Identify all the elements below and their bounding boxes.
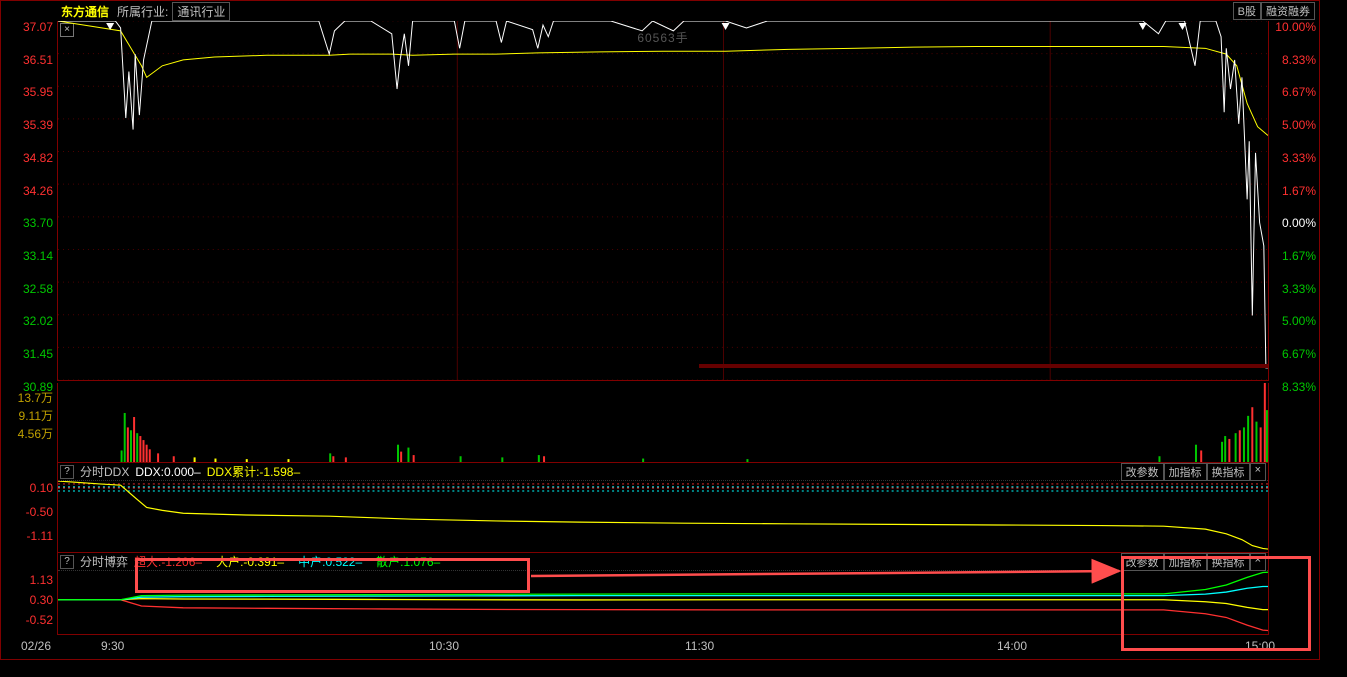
volume-chart[interactable] <box>57 383 1269 463</box>
ddx-title: 分时DDX <box>80 463 129 480</box>
boyi-close-icon[interactable]: × <box>1250 553 1266 571</box>
boyi-params-button[interactable]: 改参数 <box>1121 553 1164 571</box>
ddx-switch-button[interactable]: 换指标 <box>1207 463 1250 481</box>
industry-label: 所属行业: <box>117 3 168 20</box>
limit-bar <box>699 364 1268 368</box>
boyi-header: ? 分时博弈 超大:-1.206–大户:-0.391–中户:0.522–散户:1… <box>58 553 1268 571</box>
price-chart[interactable]: × 60563手 <box>57 21 1269 381</box>
price-y-axis-right: 10.00%8.33%6.67%5.00%3.33%1.67%0.00%1.67… <box>1265 21 1319 414</box>
ddx-params-button[interactable]: 改参数 <box>1121 463 1164 481</box>
stock-name[interactable]: 东方通信 <box>57 3 113 20</box>
boyi-legend: 超大:-1.206–大户:-0.391–中户:0.522–散户:1.076– <box>134 553 454 570</box>
pill-b-shares[interactable]: B股 <box>1233 2 1261 20</box>
volume-y-axis: 13.7万9.11万4.56万 <box>1 389 57 443</box>
ddx-help-icon[interactable]: ? <box>60 465 74 479</box>
ddx-value: 0.000 <box>164 465 194 479</box>
pill-margin[interactable]: 融资融券 <box>1261 2 1315 20</box>
time-x-axis: 02/269:3010:3011:3014:0015:00 <box>1 639 1319 657</box>
boyi-add-button[interactable]: 加指标 <box>1164 553 1207 571</box>
ddx-y-axis: 0.10-0.50-1.11 <box>1 481 57 553</box>
header-bar: 东方通信 所属行业: 通讯行业 B股 融资融券 <box>57 2 1319 20</box>
boyi-help-icon[interactable]: ? <box>60 555 74 569</box>
boyi-chart[interactable]: ? 分时博弈 超大:-1.206–大户:-0.391–中户:0.522–散户:1… <box>57 553 1269 635</box>
chart-container: 东方通信 所属行业: 通讯行业 B股 融资融券 37.0736.5135.953… <box>0 0 1320 660</box>
ddx-close-icon[interactable]: × <box>1250 463 1266 481</box>
boyi-y-axis: 1.130.30-0.52 <box>1 573 57 633</box>
boyi-switch-button[interactable]: 换指标 <box>1207 553 1250 571</box>
boyi-title: 分时博弈 <box>80 553 128 570</box>
ddx-add-button[interactable]: 加指标 <box>1164 463 1207 481</box>
ddx-label: DDX: <box>135 465 164 479</box>
ddx-chart[interactable]: ? 分时DDX DDX:0.000– DDX累计:-1.598– 改参数 加指标… <box>57 463 1269 553</box>
ddx-header: ? 分时DDX DDX:0.000– DDX累计:-1.598– 改参数 加指标… <box>58 463 1268 481</box>
price-y-axis-left: 37.0736.5135.9535.3934.8234.2633.7033.14… <box>1 21 57 414</box>
industry-value[interactable]: 通讯行业 <box>172 2 230 21</box>
ddx-sum-value: -1.598 <box>259 465 293 479</box>
ddx-sum-label: DDX累计: <box>207 465 260 479</box>
